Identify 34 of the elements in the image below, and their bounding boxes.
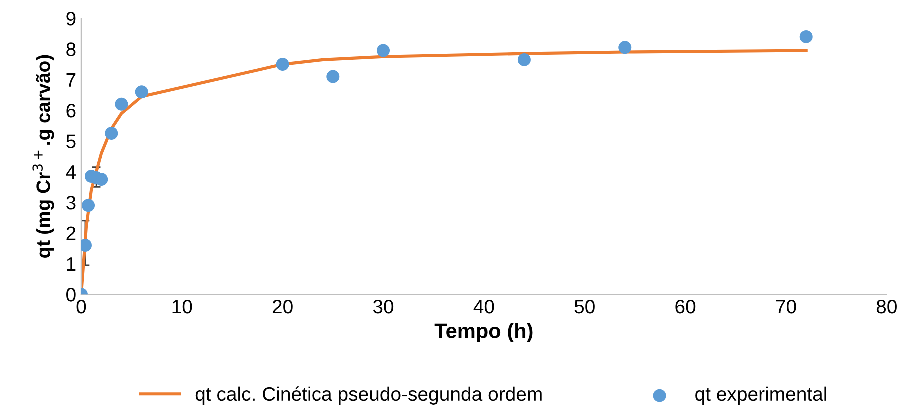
x-tick-label: 0 — [76, 300, 86, 314]
point — [326, 70, 340, 84]
point — [82, 199, 96, 212]
y-tick-label: 4 — [66, 166, 76, 179]
point — [800, 30, 813, 44]
legend-label: qt calc. Cinética pseudo-segunda ordem — [196, 386, 542, 405]
x-tick-label: 40 — [474, 300, 494, 314]
y-tick-label: 1 — [67, 258, 76, 271]
x-tick-label: 20 — [272, 300, 293, 314]
y-tick-label: 8 — [66, 42, 76, 56]
point — [95, 173, 108, 186]
y-tick-label: 2 — [66, 226, 76, 240]
point — [376, 44, 390, 58]
x-tick-label: 30 — [373, 300, 394, 314]
point — [276, 58, 290, 72]
y-tick-label: 5 — [66, 134, 76, 148]
y-axis-title: qt (mg Cr$^{3+}$.g carvão) — [32, 55, 54, 258]
legend-label: qt experimental — [696, 386, 826, 405]
point — [135, 86, 148, 99]
x-tick-label: 10 — [172, 300, 192, 314]
point — [518, 53, 531, 66]
y-tick-label: 6 — [66, 104, 76, 118]
x-tick-label: 60 — [676, 300, 696, 314]
y-tick-label: 7 — [66, 74, 76, 87]
x-tick-label: 80 — [876, 300, 897, 314]
x-tick-label: 50 — [574, 300, 595, 314]
y-tick-label: 9 — [66, 12, 76, 26]
point — [105, 127, 118, 140]
point — [618, 41, 632, 54]
point — [115, 98, 128, 111]
x-axis-title: Tempo (h) — [434, 323, 533, 343]
y-tick-label: 3 — [66, 196, 76, 210]
y-tick-label: 0 — [66, 288, 76, 302]
x-tick-label: 70 — [776, 300, 796, 314]
